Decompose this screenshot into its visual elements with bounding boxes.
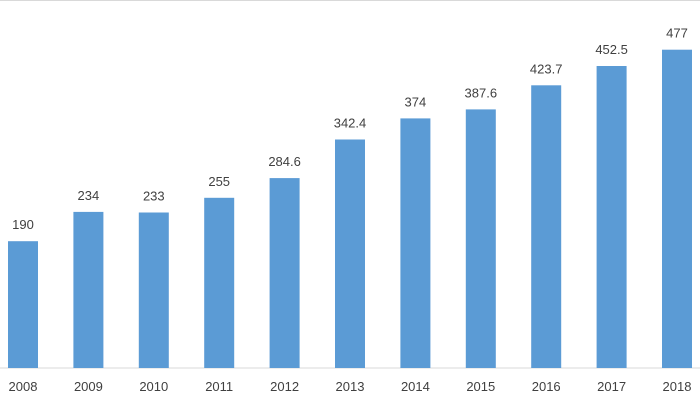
x-tick-label-2009: 2009	[74, 379, 103, 394]
bar-2010	[138, 212, 169, 368]
data-label-2014: 374	[405, 94, 427, 109]
x-tick-label-2017: 2017	[597, 379, 626, 394]
data-label-2017: 452.5	[595, 42, 628, 57]
x-tick-label-2011: 2011	[205, 379, 233, 394]
x-tick-label-2008: 2008	[9, 379, 38, 394]
x-tick-labels-layer: 2008 2009 2010 2011 2012 2013 2014 2015 2016 2017…	[9, 379, 692, 394]
data-label-2009: 234	[78, 188, 100, 203]
x-tick-label-2013: 2013	[336, 379, 365, 394]
bar-2014	[400, 118, 431, 369]
x-tick-label-2012: 2012	[270, 379, 299, 394]
bar-2009	[73, 211, 104, 368]
x-tick-label-2018: 2018	[663, 379, 692, 394]
data-label-2008: 190	[12, 217, 34, 232]
bar-2016	[531, 85, 562, 369]
data-label-2012: 284.6	[268, 154, 301, 169]
data-label-2016: 423.7	[530, 61, 563, 76]
data-label-2011: 255	[208, 174, 230, 189]
bar-2012	[269, 178, 300, 368]
bar-2013	[335, 139, 365, 368]
bar-2008	[8, 241, 38, 368]
bar-2011	[204, 197, 235, 368]
bars-layer	[8, 49, 692, 369]
data-label-2018: 477	[666, 26, 688, 41]
x-tick-label-2014: 2014	[401, 379, 430, 394]
bar-2015	[465, 109, 496, 369]
data-label-2010: 233	[143, 189, 165, 204]
data-labels-layer: 190 234 233 255 284.6 342.4 374 387.6 423.7 452.5…	[12, 26, 688, 232]
bar-2018	[662, 49, 692, 368]
data-label-2015: 387.6	[465, 85, 498, 100]
x-tick-label-2016: 2016	[532, 379, 561, 394]
x-tick-label-2010: 2010	[139, 379, 168, 394]
x-tick-label-2015: 2015	[466, 379, 495, 394]
data-label-2013: 342.4	[334, 116, 367, 131]
bar-2017	[596, 66, 627, 368]
